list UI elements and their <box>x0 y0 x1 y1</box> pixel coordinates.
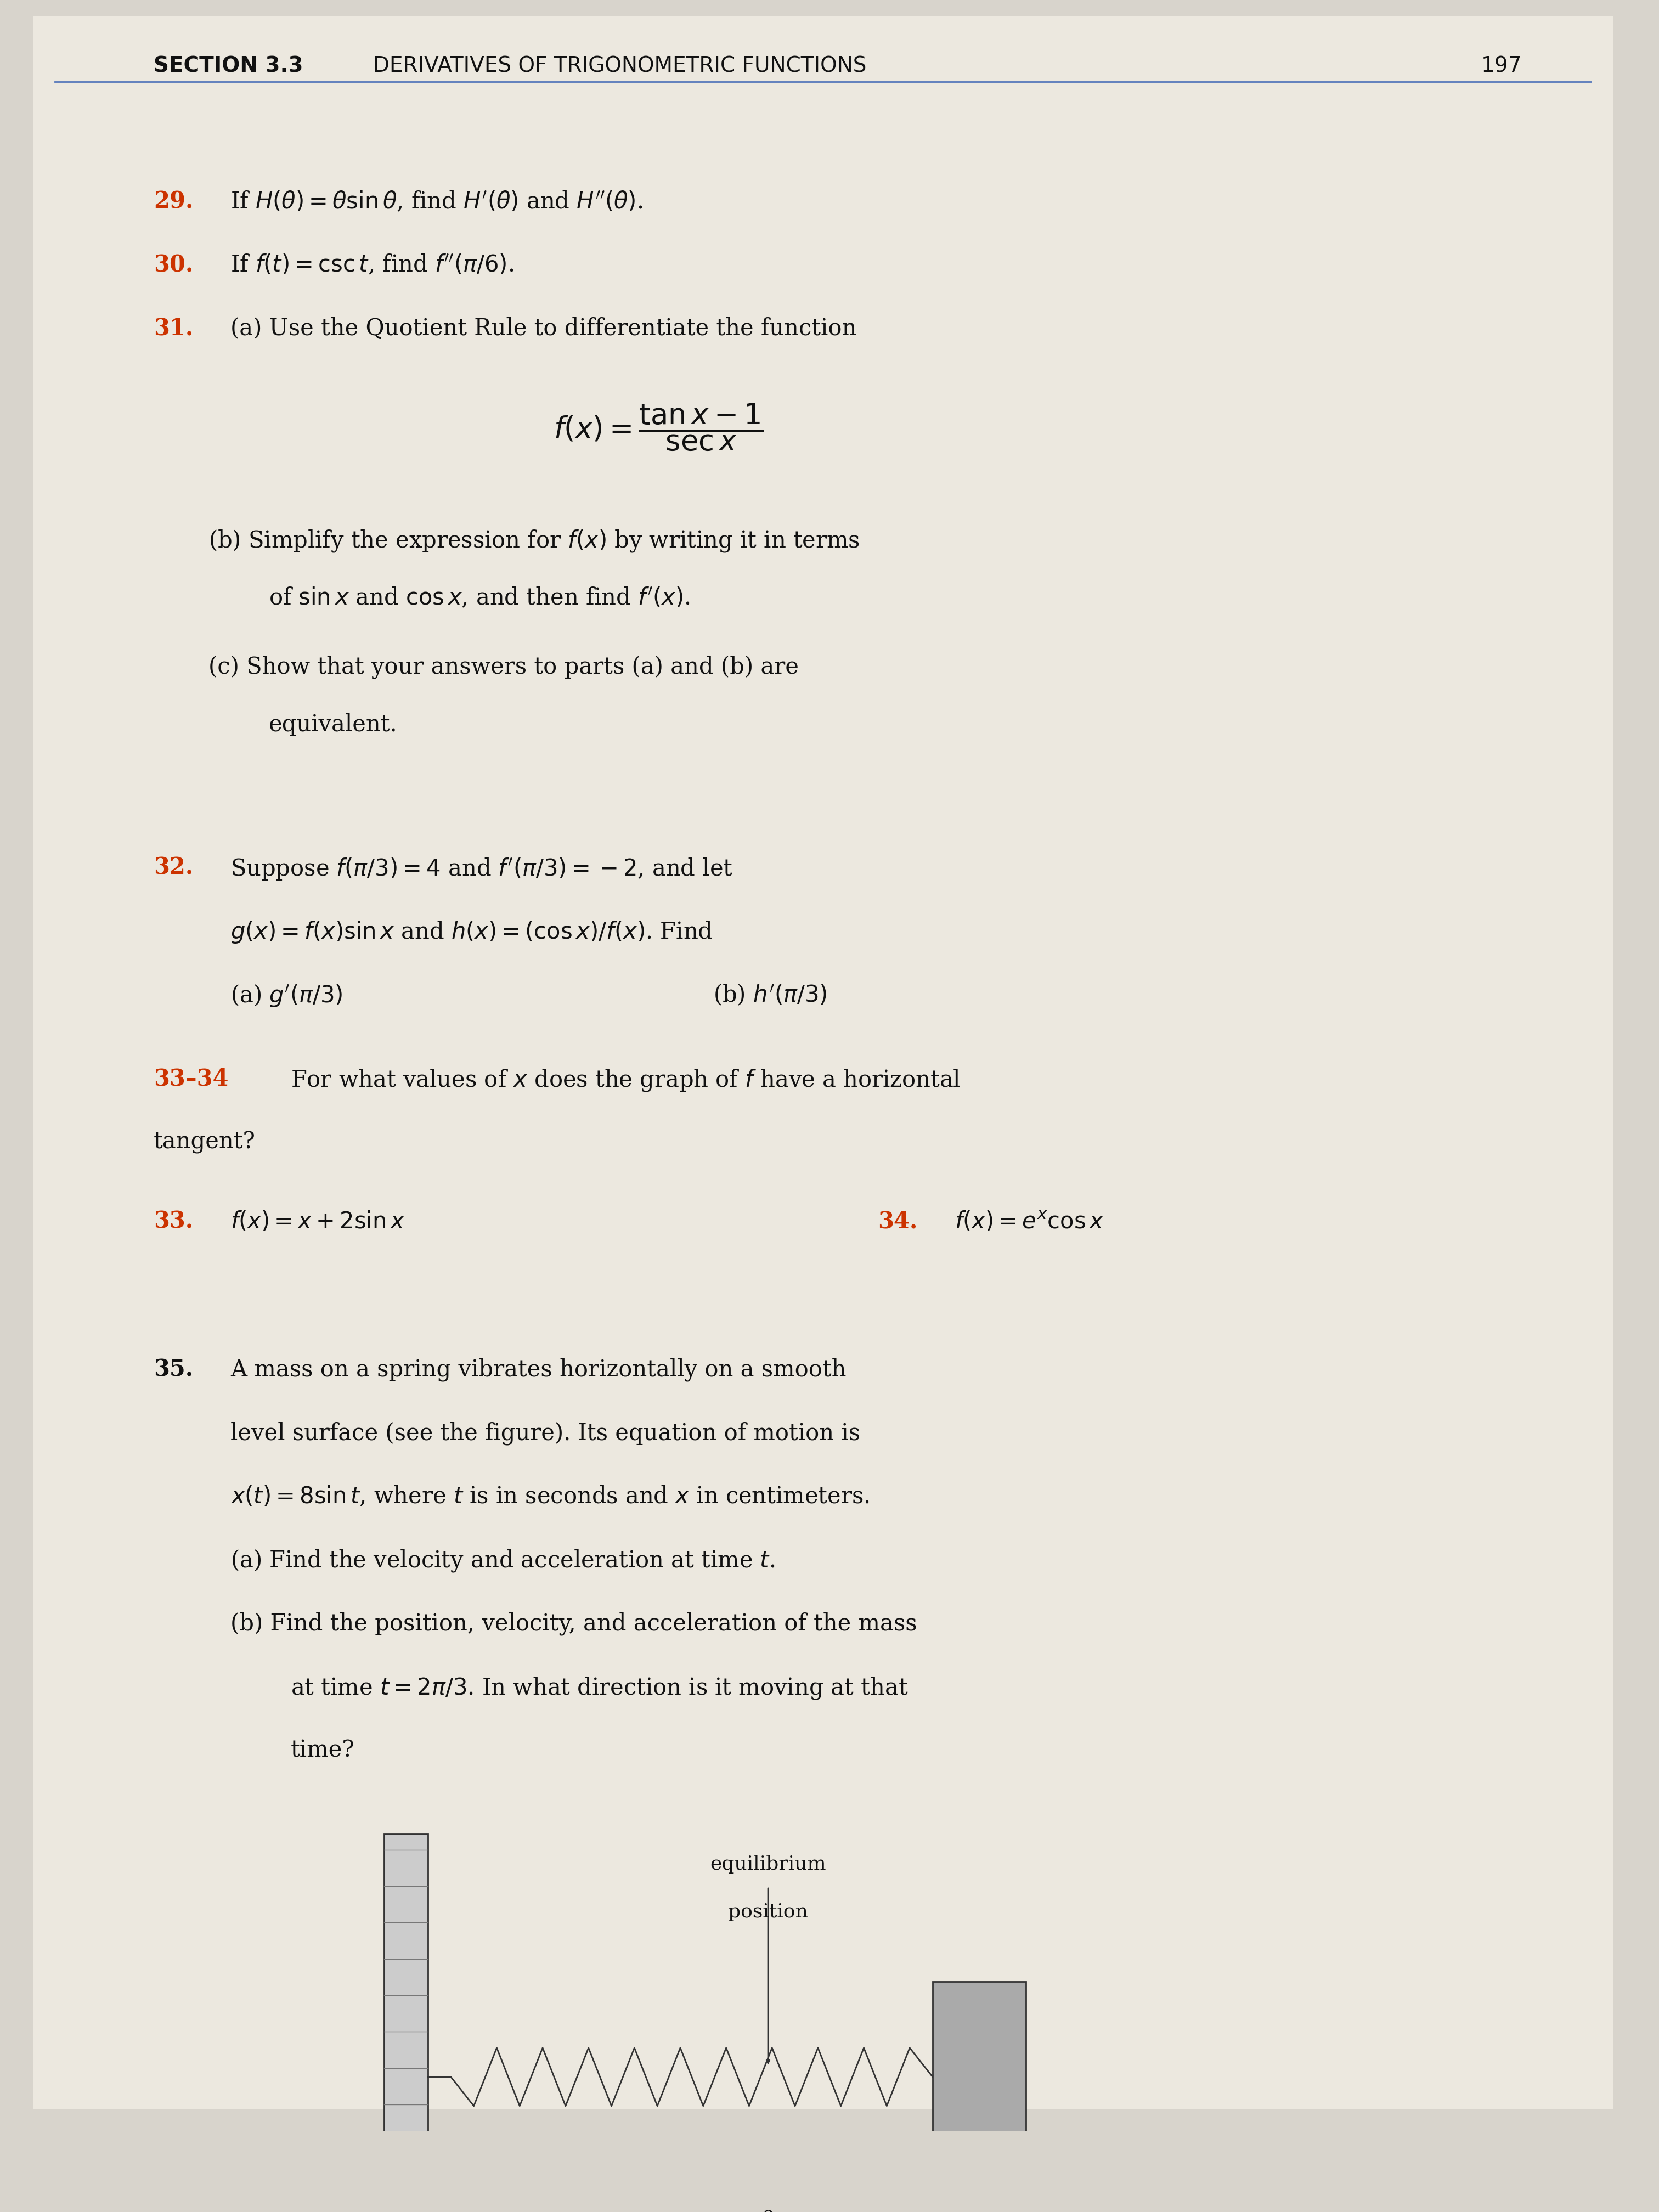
Text: 35.: 35. <box>154 1358 192 1380</box>
Text: SECTION 3.3: SECTION 3.3 <box>154 55 304 77</box>
Text: (a) Use the Quotient Rule to differentiate the function: (a) Use the Quotient Rule to differentia… <box>231 316 856 341</box>
Text: (a) Find the velocity and acceleration at time $t$.: (a) Find the velocity and acceleration a… <box>231 1548 775 1573</box>
Text: 31.: 31. <box>154 316 194 341</box>
Text: $f(x) = \dfrac{\tan x - 1}{\sec x}$: $f(x) = \dfrac{\tan x - 1}{\sec x}$ <box>554 403 763 451</box>
Text: 32.: 32. <box>154 856 194 878</box>
Text: 34.: 34. <box>878 1210 917 1234</box>
Text: $x(t) = 8\sin t$, where $t$ is in seconds and $x$ in centimeters.: $x(t) = 8\sin t$, where $t$ is in second… <box>231 1484 869 1509</box>
Text: 29.: 29. <box>154 190 194 212</box>
Text: equivalent.: equivalent. <box>269 714 398 737</box>
Text: $f(x) = e^x\cos x$: $f(x) = e^x\cos x$ <box>954 1210 1105 1234</box>
Bar <box>932 1982 1025 2183</box>
Text: position: position <box>728 1902 808 1922</box>
Text: A mass on a spring vibrates horizontally on a smooth: A mass on a spring vibrates horizontally… <box>231 1358 846 1383</box>
Text: 33–34: 33–34 <box>154 1068 229 1091</box>
Text: (c) Show that your answers to parts (a) and (b) are: (c) Show that your answers to parts (a) … <box>209 655 798 679</box>
Text: (b) $h'(\pi/3)$: (b) $h'(\pi/3)$ <box>713 982 828 1006</box>
Text: $x$: $x$ <box>1304 2210 1317 2212</box>
Text: (a) $g'(\pi/3)$: (a) $g'(\pi/3)$ <box>231 982 343 1009</box>
Text: Suppose $f(\pi/3) = 4$ and $f'(\pi/3) = -2$, and let: Suppose $f(\pi/3) = 4$ and $f'(\pi/3) = … <box>231 856 733 880</box>
Text: 30.: 30. <box>154 254 194 276</box>
Text: (b) Find the position, velocity, and acceleration of the mass: (b) Find the position, velocity, and acc… <box>231 1613 917 1635</box>
Text: If $H(\theta) = \theta \sin \theta$, find $H'(\theta)$ and $H''(\theta)$.: If $H(\theta) = \theta \sin \theta$, fin… <box>231 190 642 215</box>
Bar <box>383 1834 428 2183</box>
Text: $g(x) = f(x)\sin x$ and $h(x) = (\cos x)/f(x)$. Find: $g(x) = f(x)\sin x$ and $h(x) = (\cos x)… <box>231 920 713 945</box>
Text: tangent?: tangent? <box>154 1130 255 1155</box>
Text: 33.: 33. <box>154 1210 192 1234</box>
Text: 197: 197 <box>1481 55 1523 77</box>
Text: DERIVATIVES OF TRIGONOMETRIC FUNCTIONS: DERIVATIVES OF TRIGONOMETRIC FUNCTIONS <box>373 55 866 77</box>
Text: $x$: $x$ <box>972 2210 985 2212</box>
Text: $f(x) = x + 2\sin x$: $f(x) = x + 2\sin x$ <box>231 1210 405 1234</box>
Text: (b) Simplify the expression for $f(x)$ by writing it in terms: (b) Simplify the expression for $f(x)$ b… <box>209 529 859 553</box>
Text: time?: time? <box>290 1739 355 1761</box>
Text: 0: 0 <box>761 2210 775 2212</box>
Text: at time $t = 2\pi/3$. In what direction is it moving at that: at time $t = 2\pi/3$. In what direction … <box>290 1674 907 1701</box>
Text: equilibrium: equilibrium <box>710 1856 826 1874</box>
Text: For what values of $x$ does the graph of $f$ have a horizontal: For what values of $x$ does the graph of… <box>290 1068 961 1093</box>
Text: of $\sin x$ and $\cos x$, and then find $f'(x)$.: of $\sin x$ and $\cos x$, and then find … <box>269 586 690 611</box>
Text: If $f(t) = \csc t$, find $f''(\pi/6)$.: If $f(t) = \csc t$, find $f''(\pi/6)$. <box>231 254 514 276</box>
Text: level surface (see the figure). Its equation of motion is: level surface (see the figure). Its equa… <box>231 1422 861 1444</box>
